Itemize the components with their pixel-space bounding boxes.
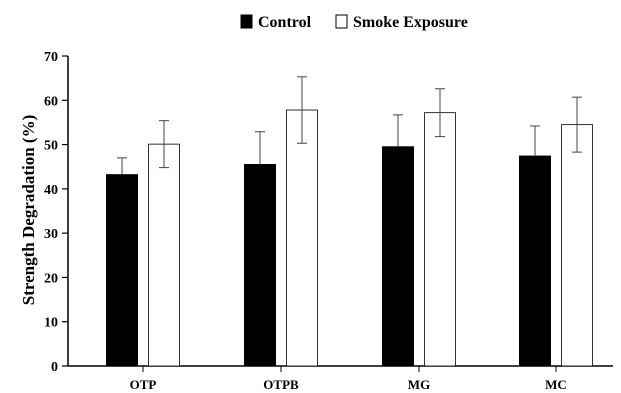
legend-label-control: Control xyxy=(258,14,312,31)
y-tick-label: 40 xyxy=(44,183,58,198)
y-tick-label: 30 xyxy=(44,227,58,242)
y-tick-label: 70 xyxy=(44,50,58,65)
x-tick-label: MG xyxy=(408,377,430,392)
legend-swatch-control xyxy=(240,14,253,29)
bar-control xyxy=(382,146,414,367)
x-tick-label: OTP xyxy=(130,377,157,392)
x-tick-labels: OTP OTPB MG MC xyxy=(130,377,567,392)
y-axis-label: Strength Degradation (%) xyxy=(19,115,38,305)
x-tick-label: OTPB xyxy=(263,377,299,392)
legend: Control Smoke Exposure xyxy=(240,14,468,31)
bar-control xyxy=(519,155,551,367)
y-tick-labels: 0 10 20 30 40 50 60 70 xyxy=(44,50,58,375)
error-bars xyxy=(117,76,582,175)
bars xyxy=(106,109,593,367)
y-tick-label: 50 xyxy=(44,139,58,154)
bar-smoke-exposure xyxy=(424,112,456,367)
y-tick-label: 10 xyxy=(44,316,58,331)
x-tick-label: MC xyxy=(545,377,567,392)
bar-control xyxy=(244,164,276,367)
legend-swatch-smoke-exposure xyxy=(335,14,348,29)
y-tick-label: 60 xyxy=(44,94,58,109)
legend-label-smoke-exposure: Smoke Exposure xyxy=(353,14,468,31)
bar-smoke-exposure xyxy=(286,109,318,367)
bar-smoke-exposure xyxy=(561,124,593,367)
y-tick-label: 20 xyxy=(44,271,58,286)
bar-control xyxy=(106,174,138,367)
y-tick-label: 0 xyxy=(51,360,58,375)
bar-smoke-exposure xyxy=(148,143,180,367)
